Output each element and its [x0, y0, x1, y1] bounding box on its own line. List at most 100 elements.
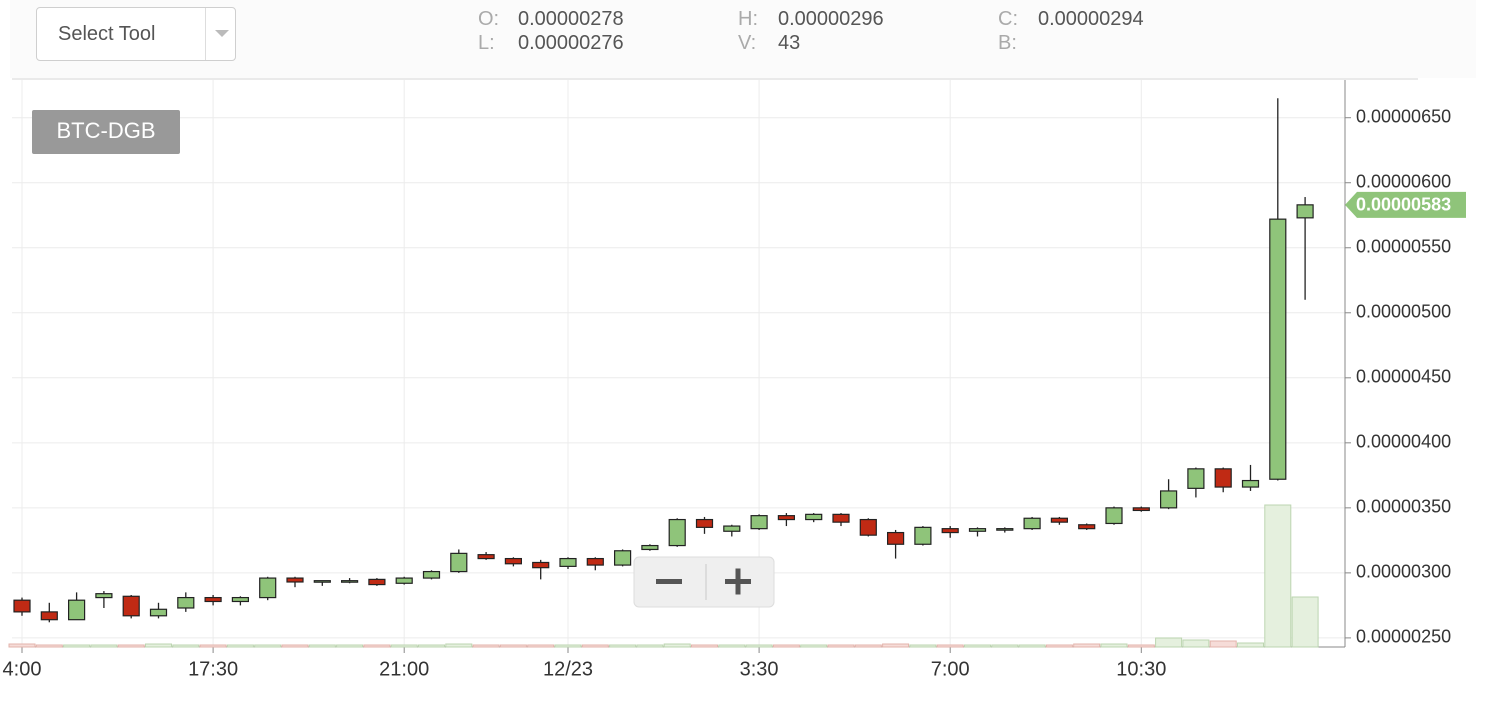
- symbol-badge: BTC-DGB: [32, 110, 180, 154]
- stat-key: C:: [998, 8, 1018, 30]
- x-tick-label: 3:30: [740, 658, 779, 680]
- volume-bar: [445, 643, 473, 648]
- volume-bar: [936, 644, 964, 648]
- volume-bar: [691, 644, 718, 648]
- volume-bar: [418, 644, 445, 648]
- separator: [205, 8, 206, 60]
- candle-body: [122, 595, 140, 617]
- stat-key: B:: [998, 32, 1017, 54]
- dropdown-arrow: [215, 30, 229, 37]
- volume-bar: [363, 644, 391, 648]
- stat-key: L:: [478, 32, 495, 54]
- zoom-out-icon: [656, 579, 682, 584]
- volume-bar: [882, 643, 910, 648]
- candle-body: [395, 577, 413, 584]
- candle-body: [914, 526, 932, 545]
- candle-body: [750, 515, 768, 530]
- candle-body: [259, 577, 277, 599]
- candle-body: [40, 611, 58, 621]
- candle-body: [832, 513, 850, 523]
- zoom-out-button[interactable]: [656, 579, 682, 584]
- volume-bar: [1237, 642, 1264, 648]
- candle-body: [586, 557, 604, 566]
- candle-body: [341, 580, 359, 583]
- stat-key: H:: [738, 8, 758, 30]
- x-tick-label: 4:00: [3, 658, 42, 680]
- volume-bar: [1100, 643, 1128, 648]
- header: Select Tool: [10, 0, 1476, 78]
- candle-body: [313, 580, 331, 583]
- volume-bar: [964, 644, 991, 648]
- volume-bar: [90, 644, 118, 648]
- candle-body: [859, 518, 877, 536]
- candle-body: [641, 544, 659, 551]
- volume-bar: [117, 644, 145, 648]
- volume-bar: [172, 644, 200, 648]
- candle-body: [368, 578, 386, 586]
- y-tick-label: 0.00000400: [1356, 432, 1451, 452]
- candle-body: [450, 552, 468, 573]
- candle-body: [1050, 517, 1069, 523]
- volume-bar: [663, 643, 691, 648]
- volume-bar: [909, 644, 937, 648]
- volume-bar: [800, 644, 828, 648]
- volume-bar: [772, 644, 800, 648]
- candle-body: [1159, 490, 1178, 509]
- candle-body: [422, 570, 441, 579]
- volume-bar: [1155, 637, 1183, 648]
- volume-bar: [145, 643, 172, 648]
- candle-body: [723, 525, 741, 532]
- volume-bar: [199, 644, 227, 648]
- x-tick-label: 7:00: [931, 658, 970, 680]
- candle-body: [941, 528, 959, 534]
- select-tool-dropdown[interactable]: Select Tool: [36, 7, 236, 61]
- y-tick-label: 0.00000250: [1356, 627, 1451, 647]
- candle-body: [1296, 204, 1314, 219]
- candle-body: [668, 518, 686, 547]
- candle-body: [532, 561, 550, 569]
- x-tick-label: 17:30: [188, 658, 238, 680]
- volume-bar: [308, 644, 336, 648]
- candle-body: [504, 557, 522, 565]
- candle-body: [968, 528, 987, 532]
- candle-body: [695, 518, 714, 528]
- price-tag-label: 0.00000583: [1356, 195, 1451, 215]
- volume-bar: [336, 644, 364, 648]
- stat-key: V:: [738, 32, 757, 54]
- volume-bar: [1045, 644, 1073, 648]
- stat-value: 0.00000296: [778, 8, 884, 30]
- y-tick-label: 0.00000550: [1356, 237, 1451, 257]
- volume-bar: [581, 644, 609, 648]
- price-tag: [1345, 191, 1466, 218]
- volume-bar: [1264, 504, 1292, 648]
- plot-background: [12, 80, 1345, 647]
- symbol-label: BTC-DGB: [57, 118, 156, 143]
- candle-body: [149, 608, 168, 617]
- volume-bar: [745, 644, 773, 648]
- candle-body: [559, 557, 577, 567]
- candle-body: [613, 550, 632, 566]
- stat-key: O:: [478, 8, 500, 30]
- candle-body: [13, 599, 31, 613]
- candle-body: [286, 577, 304, 583]
- volume-bar: [472, 644, 500, 648]
- candle-body: [1078, 524, 1096, 530]
- stat-value: 0.00000278: [518, 8, 624, 30]
- volume-bar: [281, 644, 309, 648]
- volume-bar: [718, 644, 746, 648]
- x-tick-label: 10:30: [1116, 658, 1166, 680]
- volume-bar: [1127, 644, 1155, 648]
- zoom-background: [633, 556, 775, 608]
- volume-bar: [499, 644, 527, 648]
- volume-bar: [1073, 643, 1101, 648]
- candle-body: [805, 513, 823, 521]
- candle-body: [1105, 507, 1123, 525]
- zoom-in-button[interactable]: [725, 568, 751, 595]
- volume-bar: [991, 644, 1019, 648]
- volume-bar: [527, 644, 555, 648]
- candle-body: [1132, 507, 1150, 512]
- volume-bar: [390, 644, 418, 648]
- stat-value: 0.00000276: [518, 32, 624, 54]
